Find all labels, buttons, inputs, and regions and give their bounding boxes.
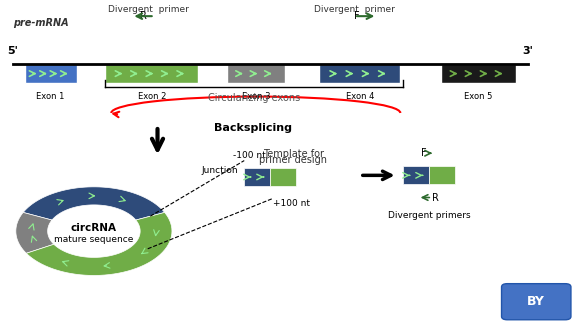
Text: Divergent primers: Divergent primers bbox=[388, 211, 471, 220]
Text: R: R bbox=[139, 11, 146, 21]
Text: Junction: Junction bbox=[202, 166, 238, 175]
FancyBboxPatch shape bbox=[24, 64, 77, 83]
Text: -100 nt: -100 nt bbox=[232, 151, 266, 160]
Text: Backsplicing: Backsplicing bbox=[214, 123, 292, 133]
Text: pre-mRNA: pre-mRNA bbox=[13, 18, 69, 28]
FancyBboxPatch shape bbox=[429, 166, 456, 184]
Text: primer design: primer design bbox=[259, 155, 327, 165]
Text: +100 nt: +100 nt bbox=[273, 199, 310, 208]
Polygon shape bbox=[16, 213, 54, 253]
Text: Divergent  primer: Divergent primer bbox=[109, 5, 189, 14]
FancyBboxPatch shape bbox=[106, 64, 198, 83]
Text: R: R bbox=[432, 193, 439, 203]
FancyBboxPatch shape bbox=[270, 168, 296, 186]
FancyBboxPatch shape bbox=[227, 64, 285, 83]
Text: 5': 5' bbox=[8, 46, 19, 56]
Text: mature sequence: mature sequence bbox=[54, 235, 134, 244]
Text: Exon 1: Exon 1 bbox=[37, 92, 64, 101]
Text: 3': 3' bbox=[522, 46, 533, 56]
Text: F: F bbox=[421, 148, 426, 158]
FancyBboxPatch shape bbox=[244, 168, 270, 186]
Text: Circularizing exons: Circularizing exons bbox=[208, 93, 300, 103]
Text: Divergent  primer: Divergent primer bbox=[314, 5, 394, 14]
Polygon shape bbox=[26, 213, 172, 275]
Text: Exon 2: Exon 2 bbox=[138, 92, 166, 101]
FancyBboxPatch shape bbox=[441, 64, 516, 83]
Text: circRNA: circRNA bbox=[71, 223, 117, 233]
Text: Template for: Template for bbox=[263, 149, 324, 159]
Text: BY: BY bbox=[528, 295, 545, 308]
Text: Exon 4: Exon 4 bbox=[346, 92, 374, 101]
Text: Exon 3: Exon 3 bbox=[242, 92, 270, 101]
FancyBboxPatch shape bbox=[403, 166, 429, 184]
Text: Exon 5: Exon 5 bbox=[464, 92, 493, 101]
Polygon shape bbox=[23, 187, 164, 220]
Text: F: F bbox=[354, 11, 360, 21]
FancyBboxPatch shape bbox=[501, 284, 571, 320]
FancyBboxPatch shape bbox=[320, 64, 400, 83]
